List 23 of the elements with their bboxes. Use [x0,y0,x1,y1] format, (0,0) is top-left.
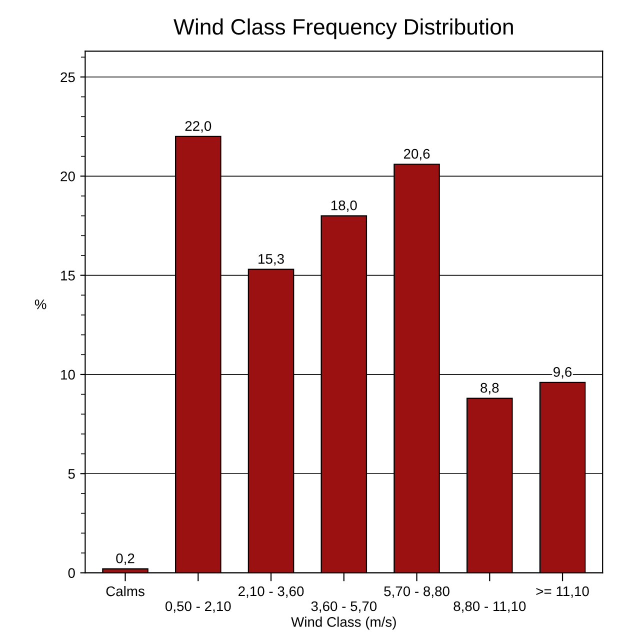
y-tick-label: 10 [61,370,75,380]
data-label: 22,0 [185,121,212,133]
chart-title: Wind Class Frequency Distribution [174,18,513,40]
data-label: 8,8 [480,382,499,394]
data-label: 15,3 [258,254,284,266]
data-label: 18,0 [331,200,357,212]
x-tick-label: >= 11,10 [536,586,589,598]
x-tick-label: 0,50 - 2,10 [165,601,231,613]
data-label: 20,6 [404,148,430,160]
y-axis-title: % [34,299,46,310]
x-tick-label: 8,80 - 11,10 [454,601,526,613]
x-tick-label: 3,60 - 5,70 [311,601,377,613]
y-tick-label: 15 [61,270,75,280]
x-tick-label: 2,10 - 3,60 [238,586,304,598]
y-tick-label: 0 [68,568,75,578]
x-axis-title: Wind Class (m/s) [291,616,396,630]
x-tick-label: Calms [106,586,144,596]
y-tick-label: 20 [60,171,75,182]
y-tick-label: 25 [60,72,75,82]
data-label: 9,6 [554,367,572,379]
x-tick-label: 5,70 - 8,80 [384,586,450,598]
data-label: 0,2 [116,553,134,565]
y-tick-label: 5 [68,469,75,479]
